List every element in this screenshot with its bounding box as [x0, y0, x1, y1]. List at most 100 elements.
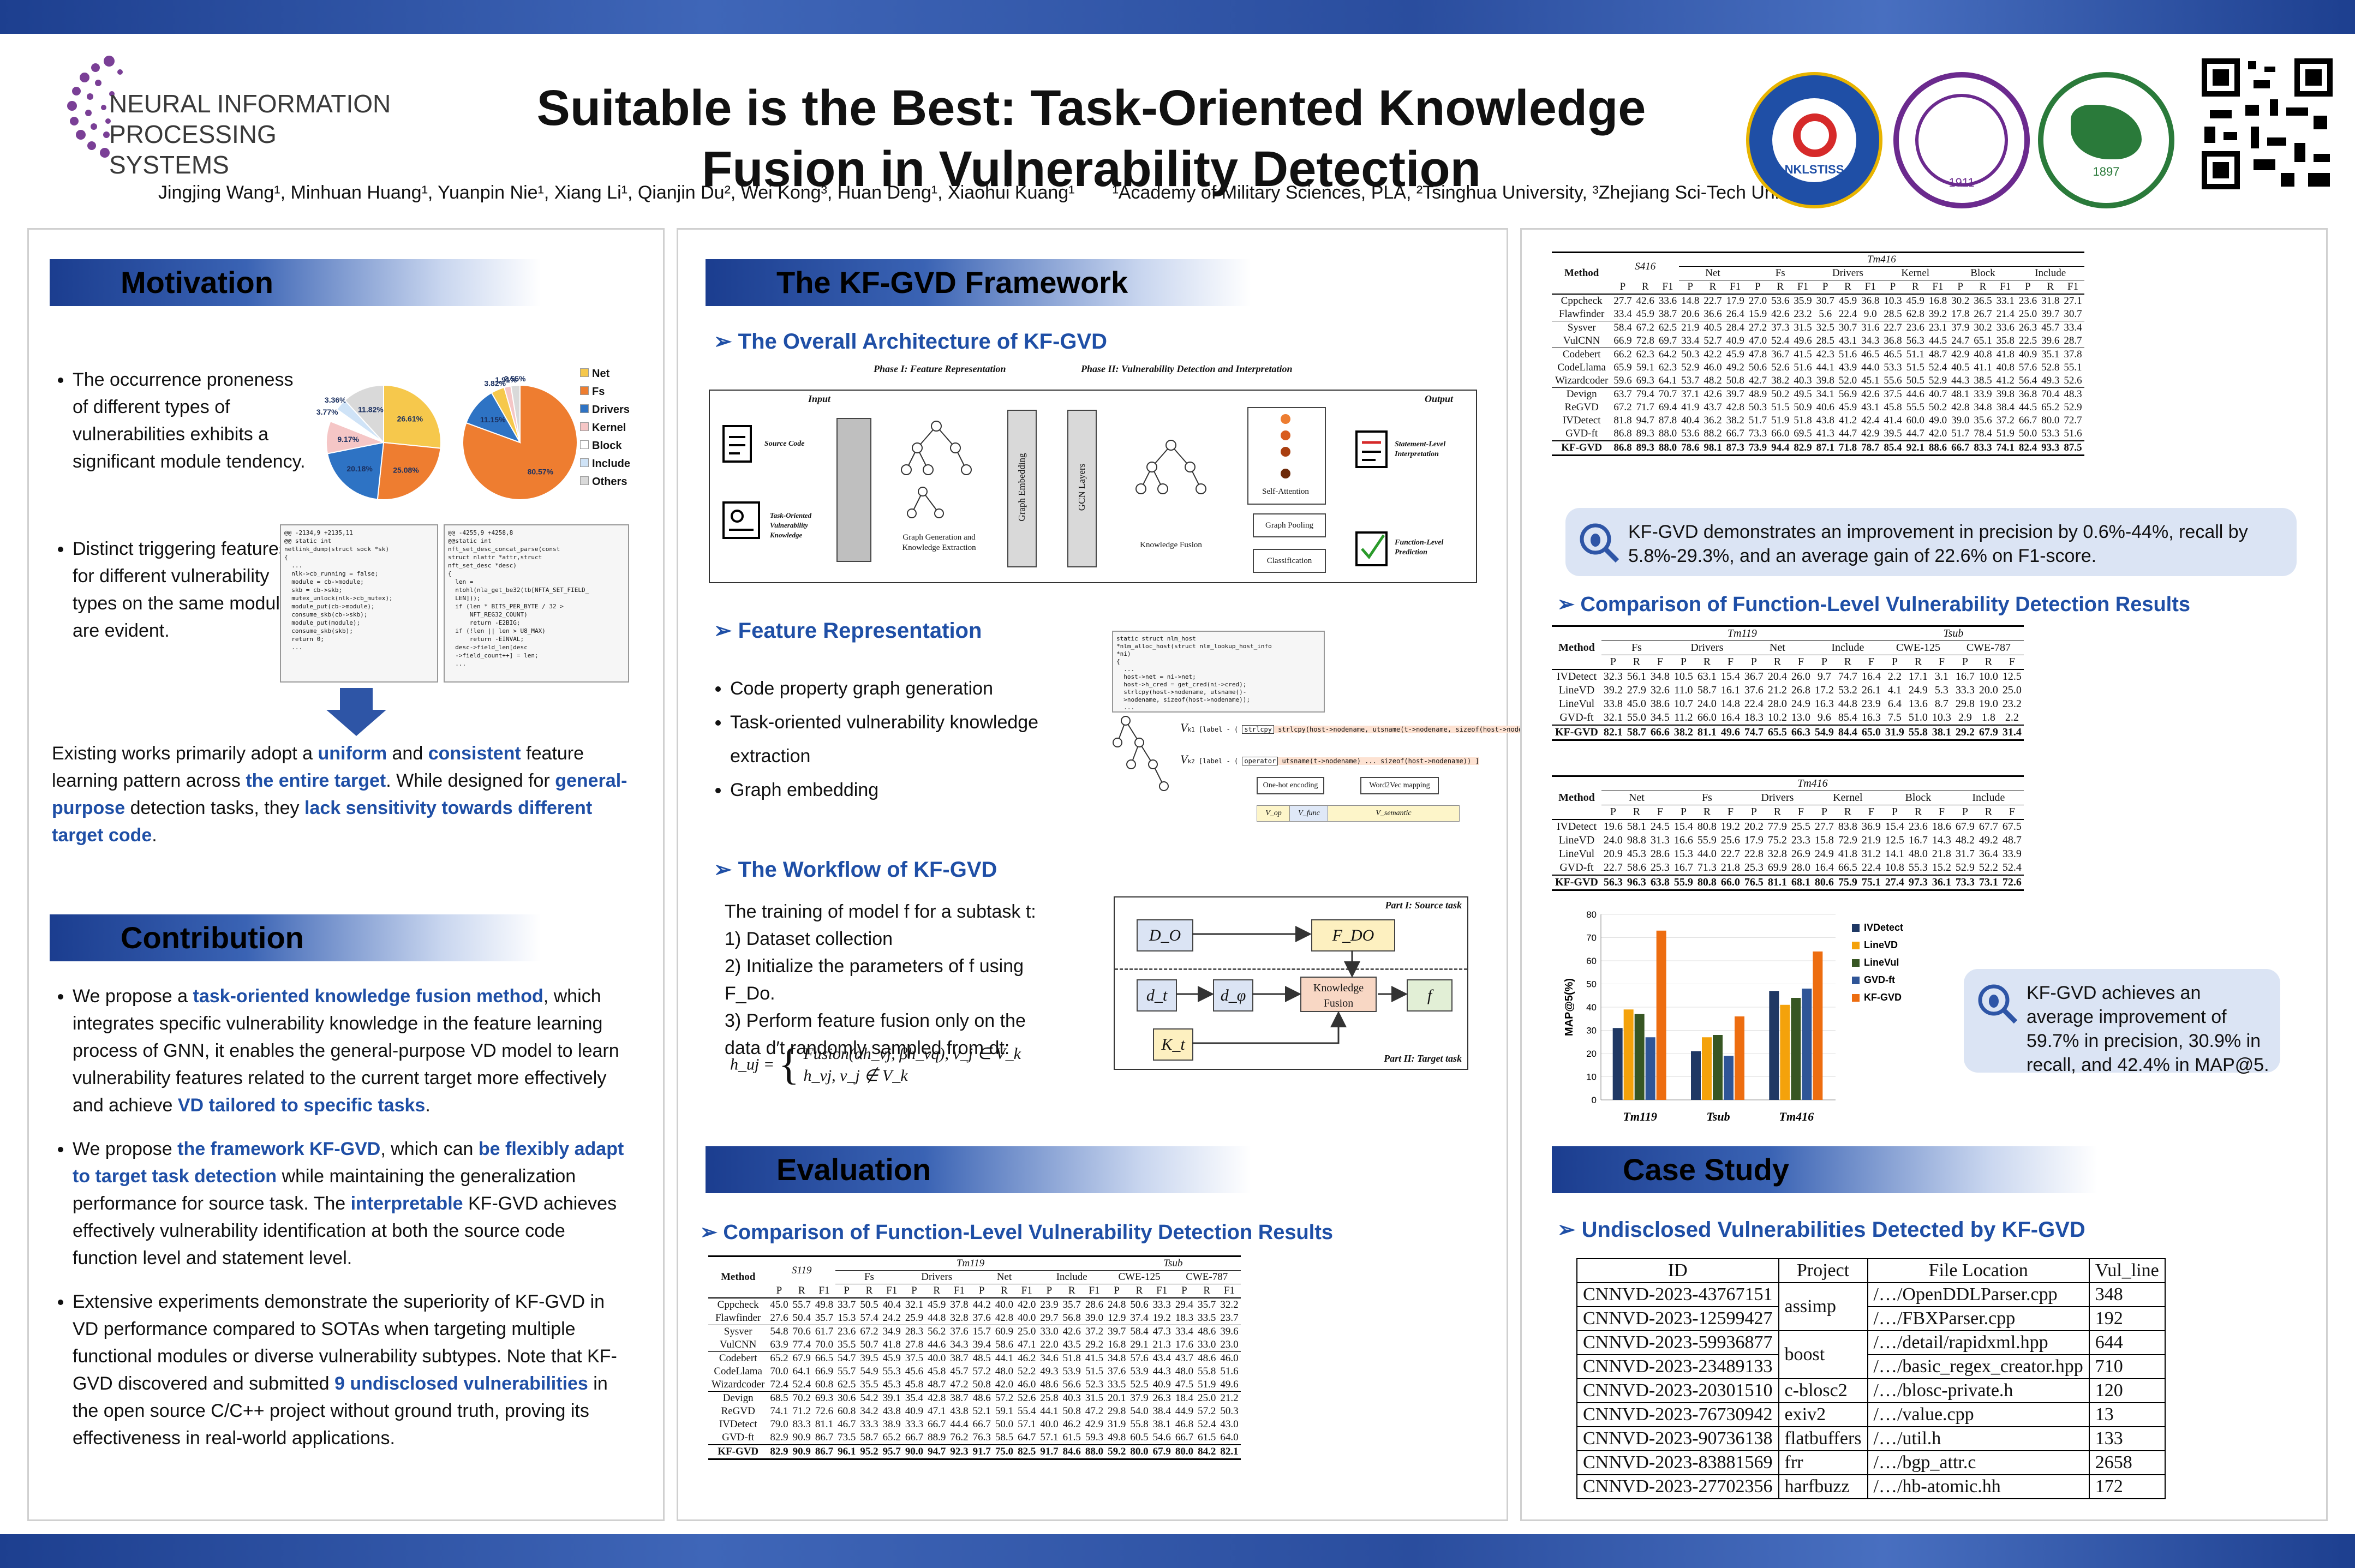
- value-cell: 18.3: [1744, 711, 1764, 723]
- value-cell: 38.4: [1996, 402, 2015, 413]
- value-cell: 37.2: [1996, 415, 2015, 426]
- value-cell: 31.5: [1085, 1392, 1104, 1404]
- value-cell: 66.6: [1650, 726, 1670, 738]
- case-cell: c-blosc2: [1778, 1378, 1868, 1403]
- value-cell: 55.0: [1627, 711, 1646, 723]
- value-cell: 42.6: [1861, 388, 1880, 400]
- value-cell: 23.0: [1220, 1339, 1239, 1350]
- value-cell: 22.8: [1744, 848, 1764, 860]
- value-cell: 19.0: [1979, 698, 1998, 710]
- case-cell: 710: [2088, 1354, 2166, 1379]
- value-cell: 40.0: [995, 1299, 1014, 1310]
- contribution-2: We propose the framework KF-GVD, which c…: [73, 1135, 635, 1272]
- value-cell: 79.4: [1636, 388, 1654, 400]
- vk2-line: Vk2 [label - ( operator utsname(t->noden…: [1180, 752, 1479, 766]
- value-cell: 67.9: [1979, 726, 1998, 738]
- value-cell: 36.8: [2018, 388, 2037, 400]
- metric-header: F: [1938, 806, 1945, 818]
- value-cell: 10.3: [1884, 295, 1902, 307]
- legend-label: IVDetect: [1864, 922, 1903, 933]
- legend-swatch: [1852, 924, 1860, 932]
- value-cell: 50.0: [2018, 428, 2037, 439]
- value-cell: 48.7: [2002, 834, 2022, 846]
- table-row: GVD-ft 32.1 55.0 34.5 11.2 66.0 16.4 18.3 10.2 13…: [1552, 711, 2024, 725]
- value-cell: 36.2: [1704, 415, 1722, 426]
- value-cell: 52.7: [1704, 335, 1722, 346]
- value-cell: 44.3: [1951, 375, 1970, 386]
- legend-swatch: [1852, 942, 1860, 949]
- code-line: ...: [1116, 704, 1135, 711]
- value-cell: 73.3: [1748, 428, 1767, 439]
- value-cell: 26.4: [1726, 308, 1744, 320]
- value-cell: 81.1: [815, 1419, 834, 1430]
- value-cell: 42.8: [1951, 402, 1970, 413]
- value-cell: 32.8: [1767, 848, 1787, 860]
- value-cell: 33.4: [2064, 322, 2082, 333]
- value-cell: 39.7: [1108, 1326, 1126, 1337]
- code-line: if (len * BITS_PER_BYTE / 32 >: [448, 603, 564, 610]
- value-cell: 62.8: [1906, 308, 1924, 320]
- value-cell: 82.9: [770, 1432, 788, 1443]
- value-cell: 43.4: [1152, 1352, 1171, 1364]
- value-cell: 55.8: [1198, 1366, 1216, 1377]
- value-cell: 71.8: [1838, 442, 1857, 453]
- value-cell: 72.9: [1838, 834, 1857, 846]
- value-cell: 40.4: [1681, 415, 1700, 426]
- part-divider: [1115, 968, 1467, 970]
- value-cell: 36.7: [1744, 671, 1764, 683]
- value-cell: 37.8: [950, 1299, 969, 1310]
- value-cell: 63.1: [1697, 671, 1717, 683]
- legend-entry: Fs: [580, 383, 630, 401]
- value-cell: 51.0: [1908, 711, 1928, 723]
- value-cell: 66.3: [1791, 726, 1810, 738]
- value-cell: 37.3: [1771, 322, 1790, 333]
- code-line: *nlm_alloc_host(struct nlm_lookup_host_i…: [1116, 643, 1272, 650]
- value-cell: 87.1: [1816, 442, 1834, 453]
- value-cell: 66.7: [972, 1419, 991, 1430]
- value-cell: 23.2: [1794, 308, 1812, 320]
- value-cell: 48.0: [1908, 848, 1928, 860]
- value-cell: 49.5: [1794, 388, 1812, 400]
- pie-slice: [465, 392, 522, 444]
- value-cell: 52.4: [1198, 1419, 1216, 1430]
- metric-header: F1: [1932, 281, 1944, 292]
- value-cell: 38.7: [1658, 308, 1677, 320]
- value-cell: 55.8: [1130, 1419, 1149, 1430]
- value-cell: 82.1: [1603, 726, 1623, 738]
- metric-header: R: [1914, 806, 1922, 818]
- value-cell: 14.1: [1885, 848, 1904, 860]
- value-cell: 60.8: [815, 1379, 834, 1390]
- knowledge-book-icon: [722, 501, 760, 539]
- value-cell: 52.0: [1838, 375, 1857, 386]
- value-cell: 51.9: [1198, 1379, 1216, 1390]
- value-cell: 69.5: [1794, 428, 1812, 439]
- value-cell: 56.2: [928, 1326, 946, 1337]
- value-cell: 58.4: [1613, 322, 1632, 333]
- value-cell: 72.6: [2002, 876, 2022, 888]
- feature-item: Task-oriented vulnerability knowledge ex…: [730, 705, 1041, 773]
- method-cell: KF-GVD: [1561, 442, 1603, 453]
- value-cell: 27.4: [1885, 876, 1904, 888]
- column-group: Fs: [1671, 791, 1742, 805]
- value-cell: 39.6: [1220, 1326, 1239, 1337]
- case-header: Project: [1778, 1258, 1868, 1283]
- value-cell: 50.6: [1748, 362, 1767, 373]
- value-cell: 54.8: [770, 1326, 788, 1337]
- case-cell: /…/basic_regex_creator.hpp: [1867, 1354, 2090, 1379]
- column-group: Drivers: [1742, 791, 1813, 805]
- value-cell: 80.8: [1697, 821, 1717, 833]
- value-cell: 44.9: [1175, 1405, 1194, 1417]
- metric-header: R: [865, 1285, 873, 1296]
- value-cell: 39.8: [1816, 375, 1834, 386]
- body-text: detection tasks, they: [125, 798, 304, 818]
- body-text: while maintaining the generalization per…: [73, 1166, 576, 1214]
- legend-swatch: [1852, 959, 1860, 967]
- value-cell: 52.9: [1955, 861, 1975, 873]
- value-cell: 39.4: [972, 1339, 991, 1350]
- value-cell: 39.0: [1951, 415, 1970, 426]
- value-cell: 38.2: [1771, 375, 1790, 386]
- value-cell: 21.9: [1681, 322, 1700, 333]
- value-cell: 64.7: [1018, 1432, 1036, 1443]
- value-cell: 55.7: [838, 1366, 856, 1377]
- value-cell: 41.1: [1974, 362, 1992, 373]
